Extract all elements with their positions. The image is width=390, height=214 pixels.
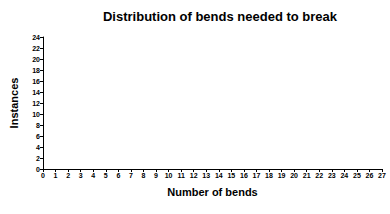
svg-text:6: 6	[116, 172, 120, 179]
svg-text:20: 20	[32, 56, 40, 63]
svg-text:20: 20	[290, 172, 298, 179]
svg-text:4: 4	[91, 172, 95, 179]
svg-text:2: 2	[66, 172, 70, 179]
svg-text:21: 21	[303, 172, 311, 179]
svg-text:15: 15	[227, 172, 235, 179]
svg-text:2: 2	[36, 155, 40, 162]
svg-text:3: 3	[79, 172, 83, 179]
svg-text:26: 26	[366, 172, 374, 179]
svg-text:Instances: Instances	[8, 78, 20, 129]
svg-text:22: 22	[32, 45, 40, 52]
svg-text:Number of bends: Number of bends	[167, 186, 257, 198]
svg-text:6: 6	[36, 133, 40, 140]
svg-text:18: 18	[265, 172, 273, 179]
svg-text:19: 19	[278, 172, 286, 179]
svg-text:8: 8	[141, 172, 145, 179]
svg-text:11: 11	[177, 172, 185, 179]
svg-text:5: 5	[104, 172, 108, 179]
svg-text:1: 1	[54, 172, 58, 179]
svg-text:10: 10	[32, 111, 40, 118]
svg-text:16: 16	[32, 78, 40, 85]
svg-text:14: 14	[32, 89, 40, 96]
svg-text:12: 12	[32, 100, 40, 107]
svg-text:13: 13	[202, 172, 210, 179]
svg-text:18: 18	[32, 67, 40, 74]
svg-text:16: 16	[240, 172, 248, 179]
svg-text:9: 9	[154, 172, 158, 179]
svg-text:Distribution of bends needed t: Distribution of bends needed to break	[103, 9, 338, 24]
svg-text:0: 0	[41, 172, 45, 179]
svg-text:14: 14	[215, 172, 223, 179]
svg-text:17: 17	[253, 172, 261, 179]
svg-text:24: 24	[340, 172, 348, 179]
svg-text:4: 4	[36, 144, 40, 151]
svg-text:27: 27	[378, 172, 386, 179]
svg-text:24: 24	[32, 34, 40, 41]
svg-text:22: 22	[315, 172, 323, 179]
svg-text:8: 8	[36, 122, 40, 129]
svg-text:23: 23	[328, 172, 336, 179]
svg-text:0: 0	[36, 166, 40, 173]
svg-text:12: 12	[190, 172, 198, 179]
svg-text:10: 10	[165, 172, 173, 179]
svg-text:7: 7	[129, 172, 133, 179]
svg-text:25: 25	[353, 172, 361, 179]
